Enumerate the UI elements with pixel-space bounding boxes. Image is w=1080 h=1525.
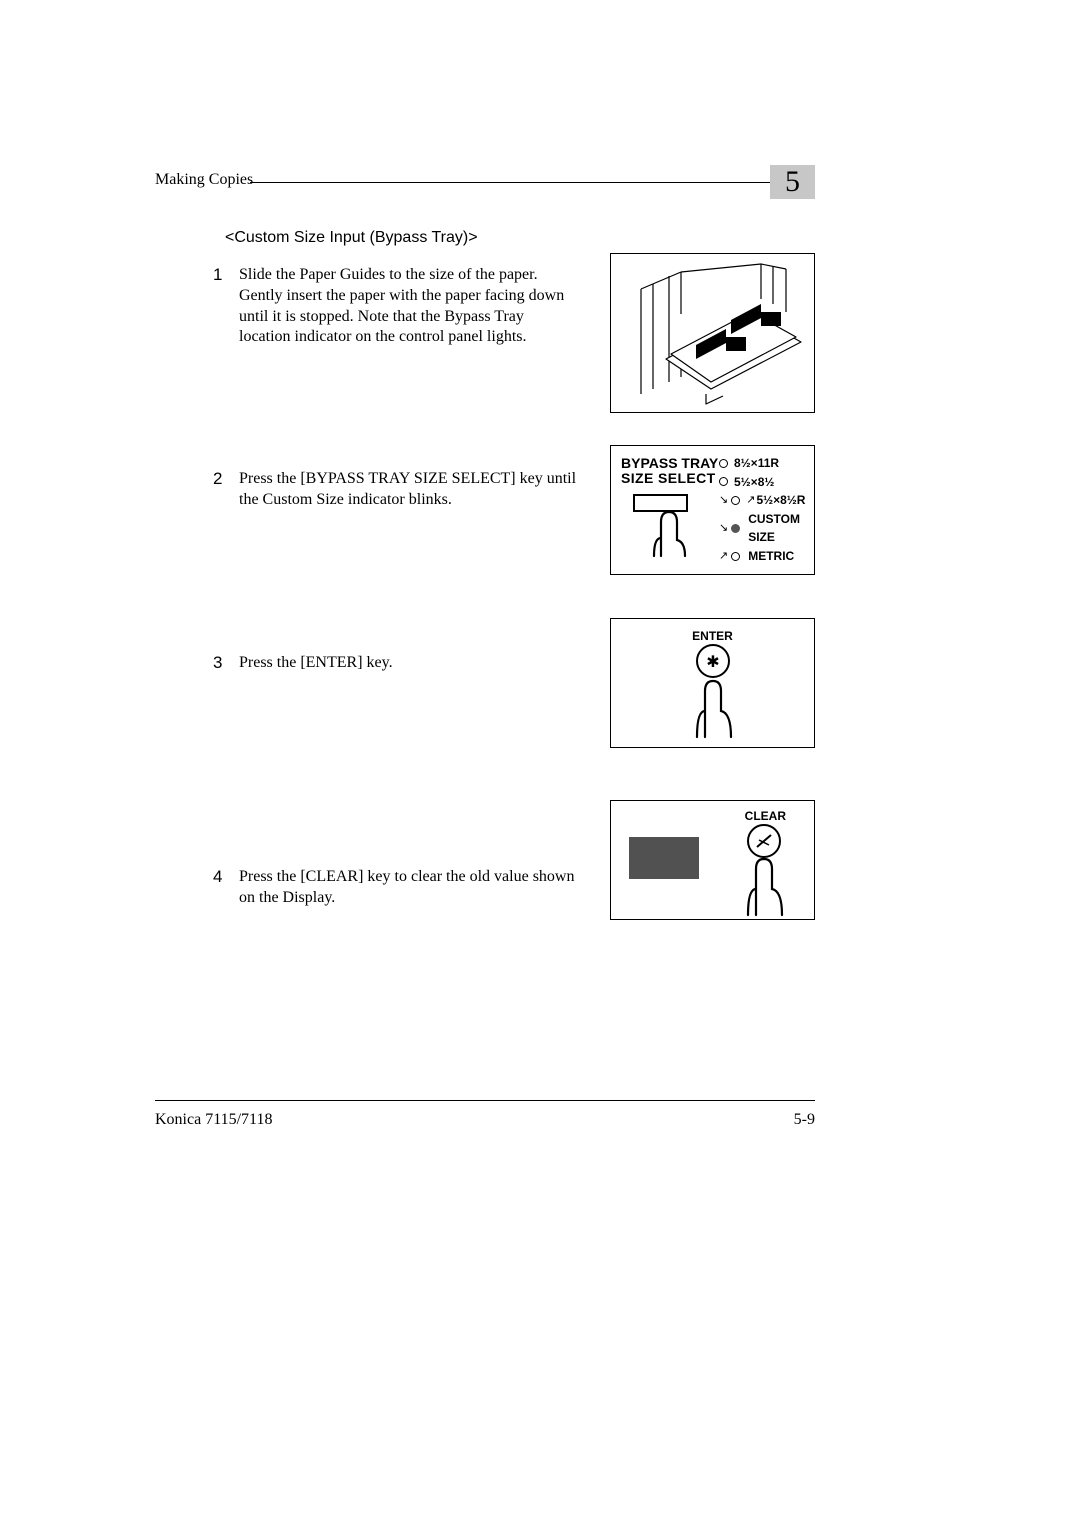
footer-model: Konica 7115/7118 bbox=[155, 1111, 272, 1128]
asterisk-icon: ✱ bbox=[706, 654, 719, 671]
size-option: 5½×8½ bbox=[719, 473, 814, 492]
page-footer: Konica 7115/7118 5-9 bbox=[155, 1100, 815, 1129]
chapter-number: 5 bbox=[785, 165, 800, 198]
figure-size-select-panel: BYPASS TRAY SIZE SELECT 8½×11R 5½×8½ ↘ ↗… bbox=[610, 445, 815, 575]
option-label: 5½×8½R bbox=[756, 491, 805, 510]
size-option: 8½×11R bbox=[719, 454, 814, 473]
panel-title-line: SIZE SELECT bbox=[621, 470, 716, 486]
blink-tick-icon: ↘ bbox=[719, 520, 728, 537]
chapter-number-box: 5 bbox=[770, 165, 815, 199]
led-icon bbox=[731, 524, 740, 533]
size-options-list: 8½×11R 5½×8½ ↘ ↗ 5½×8½R ↘ CUSTOM SIZE ↗ … bbox=[719, 454, 814, 566]
step-text: Slide the Paper Guides to the size of th… bbox=[239, 265, 579, 435]
figure-clear-key: CLEAR bbox=[610, 800, 815, 920]
led-icon bbox=[731, 496, 740, 505]
led-icon bbox=[719, 477, 728, 486]
size-option: ↗ METRIC bbox=[719, 547, 814, 566]
page-header: Making Copies 5 bbox=[155, 165, 815, 205]
tray-illustration-icon bbox=[611, 254, 816, 414]
step-number: 1 bbox=[213, 265, 239, 435]
header-rule bbox=[250, 182, 770, 183]
size-option: ↘ ↗ 5½×8½R bbox=[719, 491, 814, 510]
finger-press-icon bbox=[641, 508, 701, 568]
step-number: 4 bbox=[213, 867, 239, 909]
step-text: Press the [ENTER] key. bbox=[239, 653, 393, 833]
size-option: ↘ CUSTOM SIZE bbox=[719, 510, 814, 547]
blink-tick-icon: ↗ bbox=[719, 548, 728, 565]
panel-title-line: BYPASS TRAY bbox=[621, 455, 718, 471]
panel-title: BYPASS TRAY SIZE SELECT bbox=[621, 456, 718, 485]
option-label: CUSTOM SIZE bbox=[748, 510, 814, 547]
step-number: 2 bbox=[213, 469, 239, 619]
figure-enter-key: ENTER ✱ bbox=[610, 618, 815, 748]
blink-tick-icon: ↘ bbox=[719, 492, 728, 509]
step-text: Press the [CLEAR] key to clear the old v… bbox=[239, 867, 579, 909]
option-label: METRIC bbox=[748, 547, 794, 566]
section-title: <Custom Size Input (Bypass Tray)> bbox=[225, 229, 815, 247]
display-rectangle bbox=[629, 837, 699, 879]
led-icon bbox=[719, 459, 728, 468]
figure-bypass-tray bbox=[610, 253, 815, 413]
led-icon bbox=[731, 552, 740, 561]
option-label: 8½×11R bbox=[734, 454, 779, 473]
footer-page-number: 5-9 bbox=[794, 1111, 815, 1129]
option-label: 5½×8½ bbox=[734, 473, 774, 492]
enter-label: ENTER bbox=[611, 629, 814, 643]
step-text: Press the [BYPASS TRAY SIZE SELECT] key … bbox=[239, 469, 579, 619]
running-title: Making Copies bbox=[155, 171, 253, 189]
blink-tick-icon: ↗ bbox=[746, 492, 755, 509]
step-number: 3 bbox=[213, 653, 239, 833]
clear-button-illustration bbox=[724, 815, 804, 925]
